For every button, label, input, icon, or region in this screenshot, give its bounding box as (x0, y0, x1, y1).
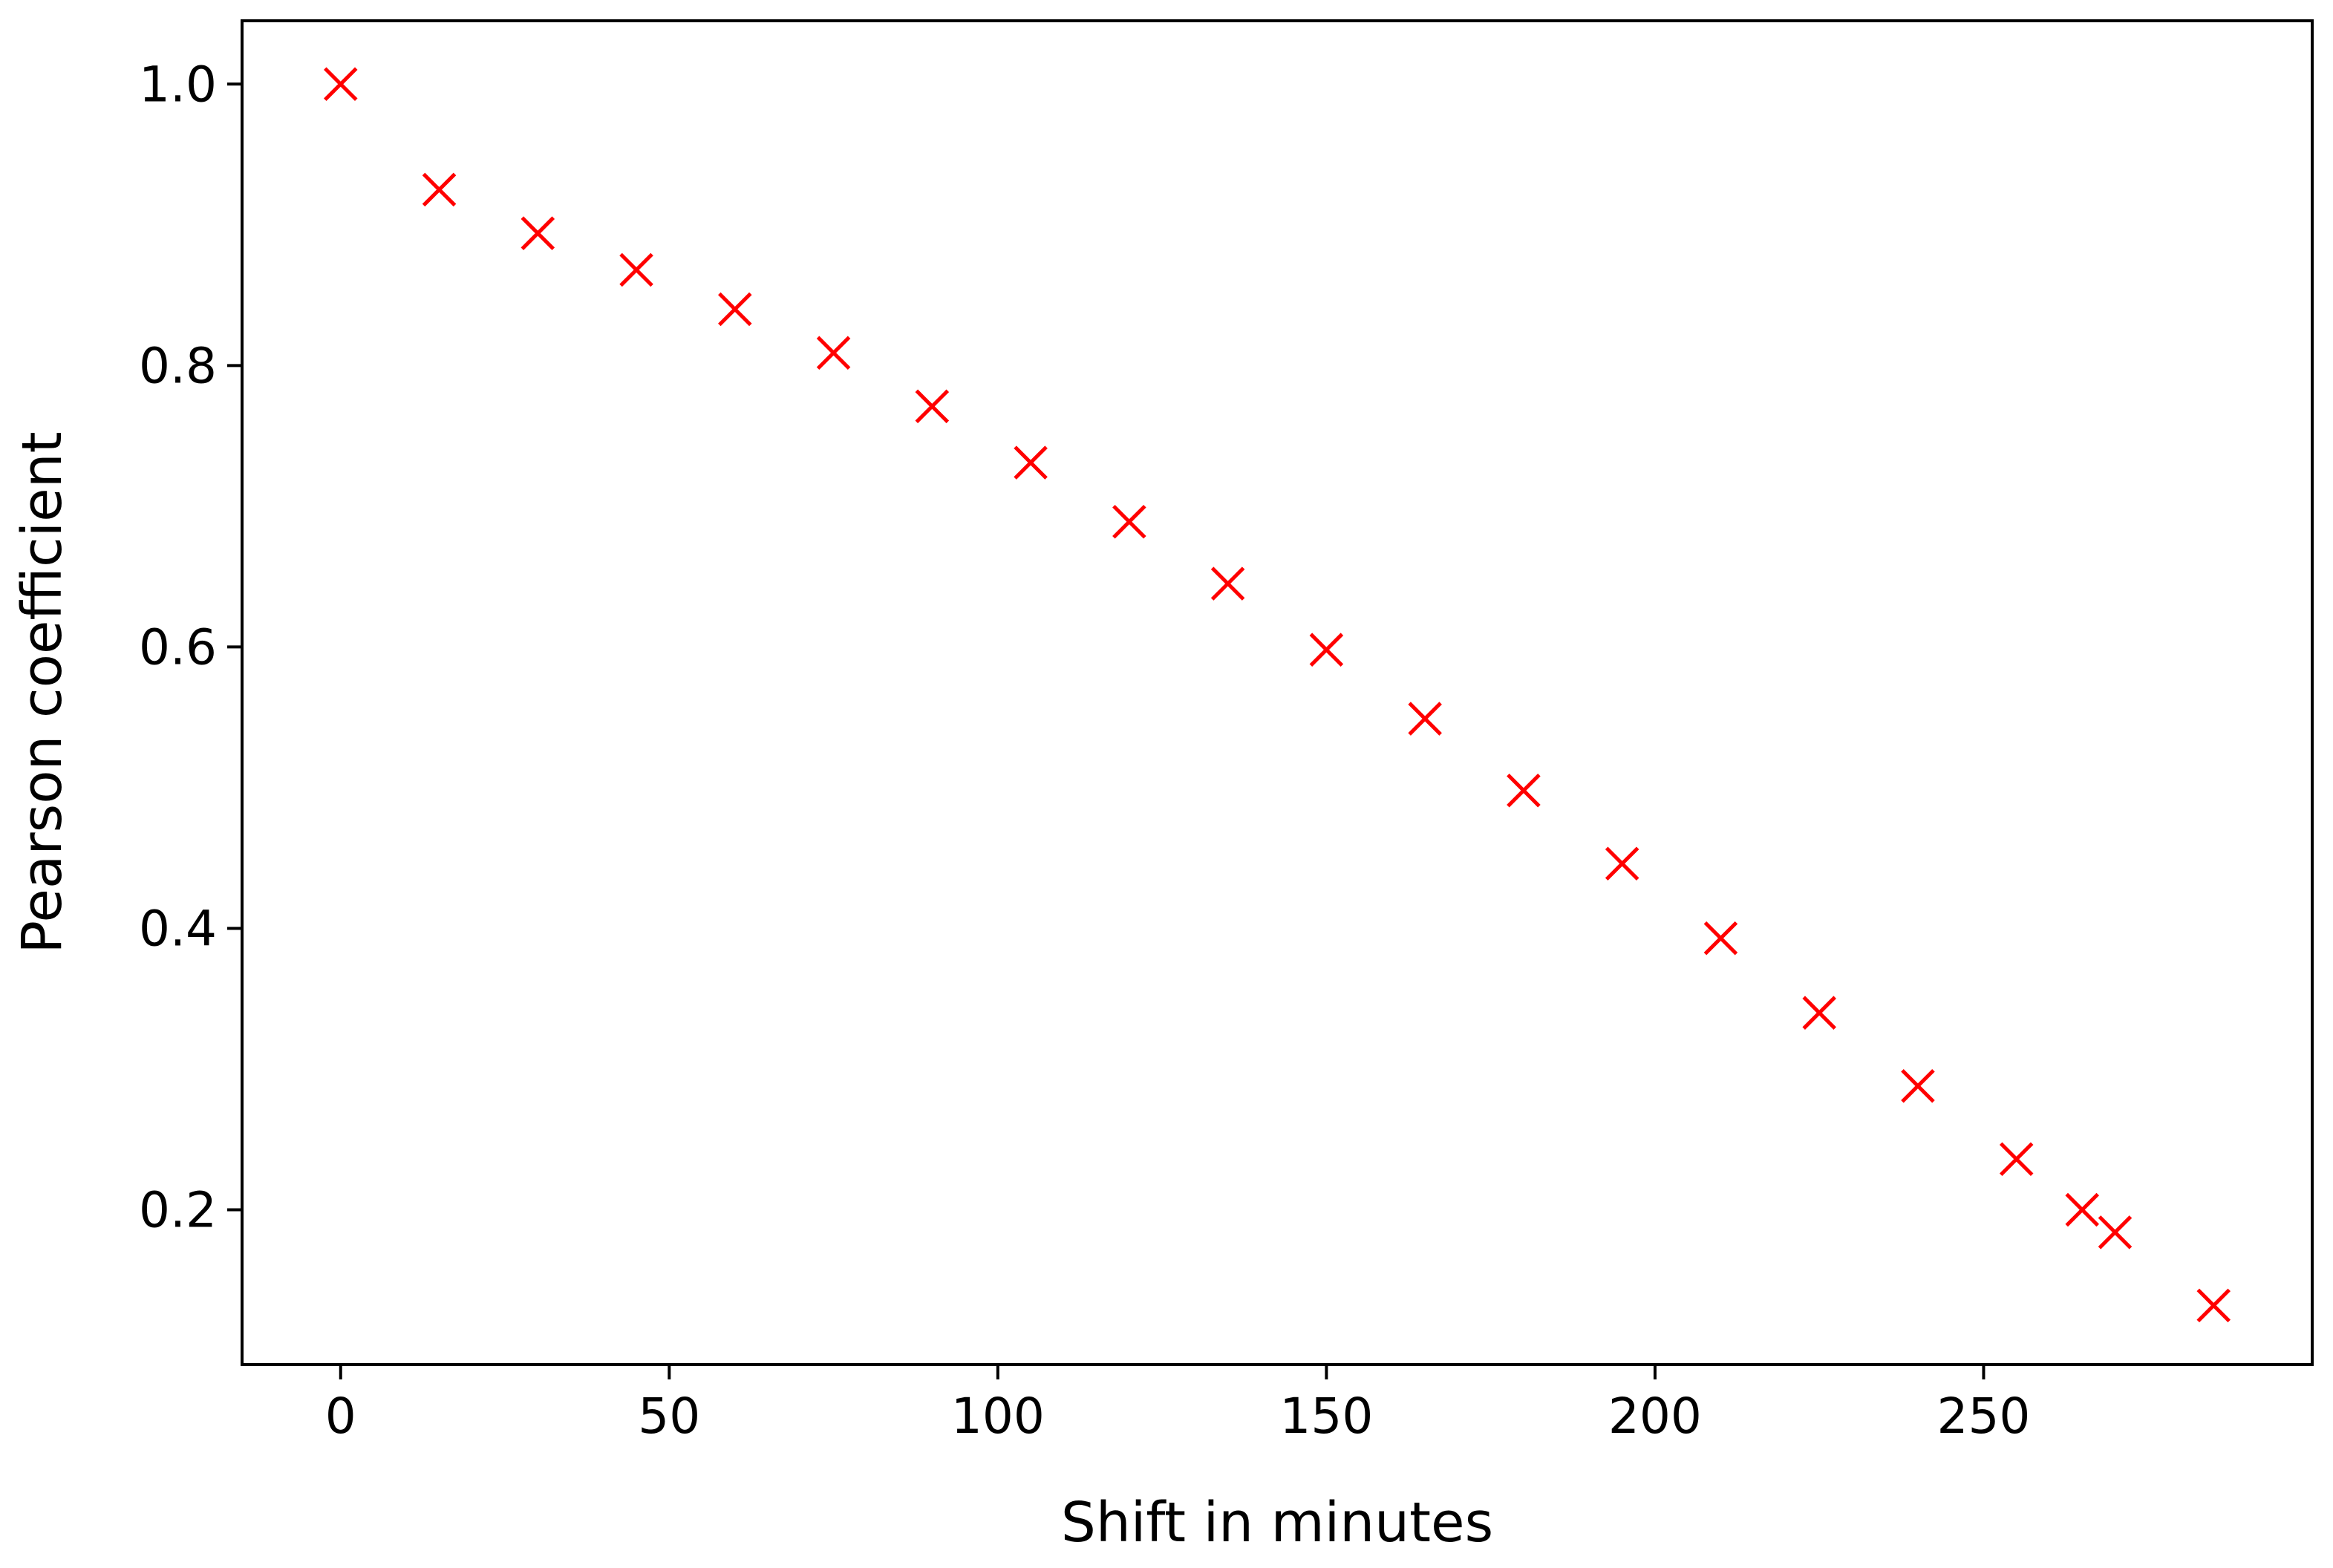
data-point (1408, 702, 1442, 736)
data-point (1802, 996, 1836, 1030)
data-point (1210, 566, 1245, 601)
y-axis: 0.2 0.4 0.6 0.8 1.0 (139, 56, 242, 1239)
x-tick-label: 50 (638, 1388, 700, 1445)
y-axis-label: Pearson coefficient (10, 431, 74, 953)
y-tick-label: 0.8 (139, 337, 217, 394)
data-point (2065, 1192, 2099, 1227)
data-point (422, 172, 457, 207)
data-point (521, 216, 555, 250)
x-tick-label: 100 (951, 1388, 1045, 1445)
data-point (915, 389, 950, 424)
x-tick-label: 150 (1279, 1388, 1373, 1445)
data-point (1112, 504, 1146, 539)
data-points (323, 67, 2231, 1323)
data-point (619, 252, 653, 287)
data-point (1901, 1068, 1935, 1103)
data-point (1605, 846, 1639, 881)
y-tick-label: 0.6 (139, 618, 217, 676)
data-point (2098, 1215, 2133, 1250)
data-point (323, 67, 358, 102)
y-tick-label: 0.4 (139, 900, 217, 957)
data-point (1999, 1142, 2034, 1177)
data-point (718, 292, 752, 327)
plot-area-frame (241, 19, 2314, 1366)
x-tick-label: 250 (1936, 1388, 2030, 1445)
data-point (2196, 1288, 2231, 1323)
x-tick-label: 0 (325, 1388, 356, 1445)
data-point (1014, 445, 1048, 480)
data-point (1703, 921, 1738, 956)
data-point (1309, 633, 1344, 667)
data-point (1507, 773, 1541, 808)
data-point (816, 336, 851, 370)
x-tick-label: 200 (1608, 1388, 1702, 1445)
y-tick-label: 1.0 (139, 56, 217, 113)
x-axis-label: Shift in minutes (1061, 1491, 1493, 1555)
y-tick-label: 0.2 (139, 1182, 217, 1239)
x-axis: 0 50 100 150 200 250 (325, 1365, 2030, 1445)
